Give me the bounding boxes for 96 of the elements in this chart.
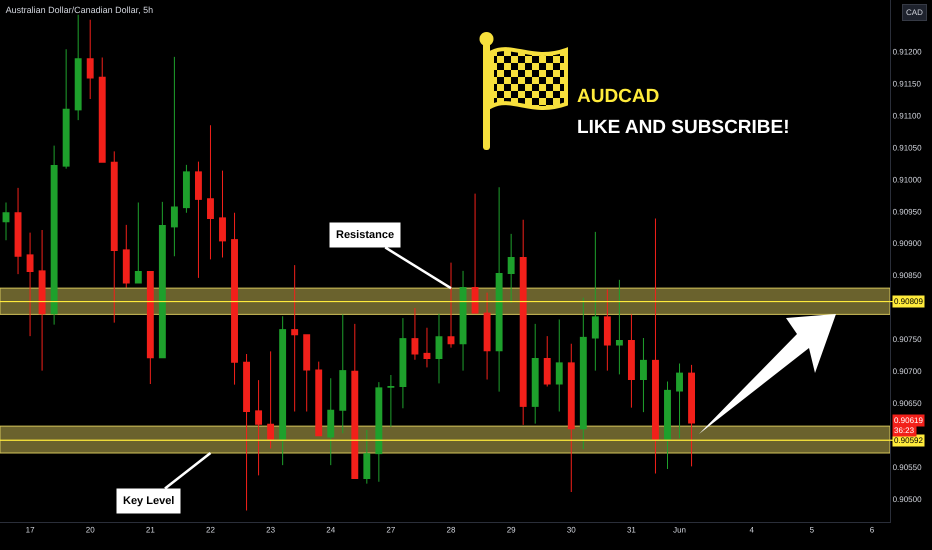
annotation: AUDCAD — [577, 86, 660, 107]
candlestick — [424, 327, 430, 368]
x-tick-label: 4 — [749, 526, 754, 535]
candlestick — [520, 219, 527, 426]
y-tick-label: 0.90500 — [892, 494, 922, 504]
candlestick — [86, 19, 94, 100]
candlestick — [74, 14, 82, 121]
candlestick — [195, 161, 202, 278]
candlestick — [568, 343, 575, 492]
candlestick — [556, 318, 563, 412]
x-tick-label: 22 — [206, 526, 216, 535]
annotation: Key Level — [123, 495, 174, 507]
candlestick — [532, 323, 539, 424]
y-tick-label: 0.90950 — [892, 207, 922, 216]
x-tick-label: 24 — [326, 526, 336, 535]
candlestick — [122, 224, 130, 288]
candlestick — [496, 186, 503, 392]
candlestick — [146, 271, 154, 384]
candlestick — [207, 124, 214, 260]
candlestick — [652, 218, 659, 474]
x-tick-label: 23 — [266, 526, 276, 535]
x-tick-label: 28 — [446, 526, 456, 535]
candlestick — [327, 378, 334, 466]
x-tick-label: 20 — [86, 526, 96, 535]
candlestick — [411, 307, 418, 360]
candlestick — [62, 48, 70, 170]
candlestick — [267, 350, 274, 450]
candlestick — [243, 353, 250, 511]
x-tick-label: 5 — [810, 526, 815, 535]
y-tick-label: 0.90850 — [892, 271, 922, 280]
candlestick — [616, 279, 623, 375]
candlestick — [448, 262, 454, 348]
y-tick-label: 0.90550 — [892, 462, 922, 472]
candlestick — [315, 361, 322, 436]
y-tick-label: 0.90700 — [892, 367, 922, 376]
candlestick — [676, 363, 683, 439]
candlestick — [592, 231, 599, 372]
y-tick-label: 0.91150 — [892, 80, 922, 88]
candlestick — [436, 313, 442, 384]
candlestick — [544, 336, 551, 388]
candlestick — [291, 264, 298, 412]
candlestick — [38, 230, 46, 372]
y-tick-label: 0.90900 — [892, 239, 922, 248]
candlestick — [134, 202, 142, 284]
y-tick-label: 0.91200 — [892, 48, 922, 57]
y-tick-label: 0.91000 — [892, 175, 922, 184]
candlestick — [219, 170, 226, 258]
candlestick — [640, 337, 647, 413]
candlestick — [508, 233, 515, 304]
candlestick — [110, 150, 118, 324]
candlestick — [472, 193, 479, 314]
candlestick — [363, 430, 370, 484]
candlestick — [2, 202, 10, 241]
candlestick — [255, 380, 262, 476]
y-tick-label: 0.91050 — [892, 143, 922, 152]
ref-line-label: 0.90809 — [894, 297, 924, 306]
candlestick — [182, 164, 190, 214]
ref-line-label: 0.90592 — [894, 436, 924, 445]
text: 0.90619 — [894, 416, 924, 425]
y-tick-label: 0.91100 — [892, 111, 922, 120]
y-tick-label: 0.90750 — [892, 335, 922, 344]
candlestick — [580, 297, 587, 450]
candlestick — [279, 316, 286, 466]
text: 36:23 — [894, 426, 915, 435]
candlestick — [26, 232, 34, 337]
candlestick — [387, 374, 394, 428]
x-tick-label: 29 — [506, 526, 516, 535]
x-tick-label: 6 — [870, 526, 875, 535]
x-tick-label: 17 — [26, 526, 36, 535]
text: Australian Dollar/Canadian Dollar, 5h — [6, 5, 154, 16]
candlestick — [158, 201, 166, 358]
candlestick — [231, 212, 238, 386]
candlestick — [339, 314, 346, 434]
x-tick-label: 30 — [566, 526, 576, 535]
x-tick-label: 31 — [626, 526, 636, 535]
y-axis-title: CAD — [906, 8, 924, 17]
candlestick — [170, 56, 178, 257]
candlestick — [628, 314, 635, 408]
candlestick — [303, 334, 310, 412]
candlestick — [14, 187, 22, 275]
candlestick — [688, 364, 695, 467]
x-tick-label: 27 — [386, 526, 396, 535]
annotation: Resistance — [336, 229, 394, 241]
candlestick — [98, 57, 106, 163]
x-tick-label: Jun — [673, 526, 686, 535]
candlestick — [604, 288, 611, 372]
candlestick — [399, 318, 406, 409]
candlestick — [664, 380, 671, 470]
candlestick — [375, 382, 382, 482]
candlestick — [460, 270, 466, 372]
y-tick-label: 0.90650 — [892, 398, 922, 408]
candlestick — [351, 323, 358, 480]
annotation: LIKE AND SUBSCRIBE! — [577, 117, 790, 138]
candlestick — [50, 145, 58, 326]
x-tick-label: 21 — [146, 526, 156, 535]
candlestick — [484, 292, 491, 380]
